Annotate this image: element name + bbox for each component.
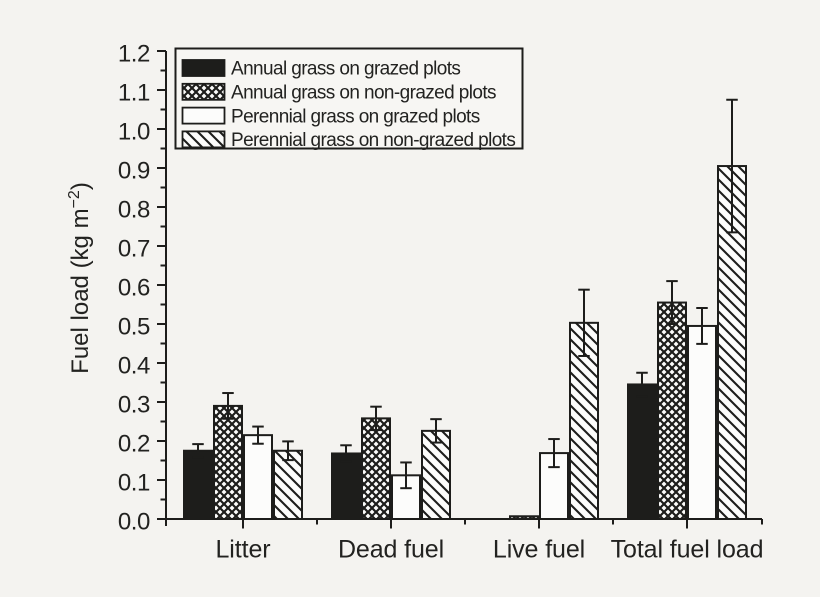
x-tick-label: Live fuel <box>493 536 585 564</box>
legend-swatch-crosshatch <box>181 82 226 101</box>
bar-white-litter <box>243 434 273 520</box>
y-tick-label: 0.0 <box>118 508 150 535</box>
error-bar <box>696 307 708 345</box>
error-bar <box>430 418 442 444</box>
x-tick-label: Dead fuel <box>338 536 444 564</box>
error-bar <box>400 461 412 490</box>
y-tick-label: 0.6 <box>118 274 150 301</box>
legend-swatch-solid-black <box>181 59 226 77</box>
bar-crosshatch-litter <box>213 404 243 520</box>
error-bar <box>548 438 560 469</box>
legend-label: Annual grass on non-grazed plots <box>231 82 496 103</box>
y-tick-label: 0.1 <box>118 469 150 496</box>
error-bar <box>578 288 590 357</box>
y-tick-label: 1.0 <box>118 118 150 145</box>
y-tick-label: 0.5 <box>118 313 150 340</box>
error-bar <box>192 443 204 459</box>
y-tick-label: 0.8 <box>118 196 150 223</box>
error-bar <box>636 371 648 398</box>
error-bars-layer <box>192 98 738 490</box>
bar-solid-black-litter <box>183 449 213 520</box>
x-ticks-layer: Litter Dead fuel Live fuel Total fuel load <box>216 519 764 564</box>
bar-white-total-fuel-load <box>687 324 717 521</box>
error-bar <box>252 425 264 445</box>
y-tick-label: 1.2 <box>118 40 150 67</box>
y-ticks-layer: 0.0 0.1 0.2 0.3 0.4 0.5 0.6 0.7 0.8 0.9 1.0 1.1 1.2 <box>118 40 166 535</box>
y-tick-label: 0.3 <box>118 391 150 418</box>
error-bar <box>666 280 678 325</box>
error-bar <box>726 98 738 234</box>
bar-solid-black-total-fuel-load <box>627 383 657 521</box>
legend-box <box>174 47 524 150</box>
error-bar <box>282 440 294 462</box>
error-bar <box>370 405 382 432</box>
bar-crosshatch-total-fuel-load <box>657 301 687 520</box>
legend-label: Perennial grass on grazed plots <box>231 106 480 127</box>
bar-crosshatch-dead-fuel <box>361 417 391 521</box>
y-axis-title: Fuel load (kg m−2) <box>66 182 94 374</box>
y-tick-label: 0.9 <box>118 157 150 184</box>
bar-solid-black-dead-fuel <box>331 452 361 521</box>
y-tick-label: 0.4 <box>118 352 150 379</box>
legend-swatch-white <box>181 106 226 125</box>
y-tick-label: 0.7 <box>118 235 150 262</box>
error-bar <box>222 392 234 420</box>
error-bar <box>340 444 352 463</box>
axes-layer <box>165 51 762 526</box>
x-tick-label: Litter <box>216 536 271 564</box>
x-tick-label: Total fuel load <box>611 536 764 564</box>
legend-swatch-diagonal <box>181 130 226 149</box>
legend-label: Annual grass on grazed plots <box>231 59 460 80</box>
y-tick-label: 1.1 <box>118 79 150 106</box>
bar-diagonal-dead-fuel <box>421 429 451 520</box>
legend-label: Perennial grass on non-grazed plots <box>231 130 515 151</box>
y-tick-label: 0.2 <box>118 430 150 457</box>
